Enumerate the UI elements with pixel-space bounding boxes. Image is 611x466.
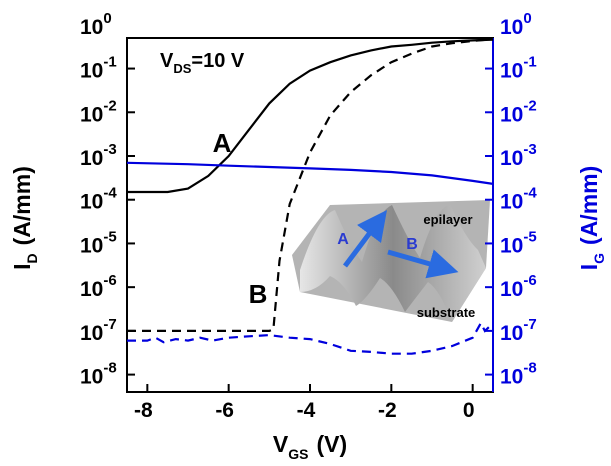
label-subscript: D [24, 253, 40, 263]
tick-exponent: -7 [103, 316, 116, 333]
curve-label: B [249, 279, 268, 309]
label-unit: (A/mm) [576, 166, 602, 245]
tick-exponent: -8 [103, 360, 116, 377]
left-y-tick-label: 10-3 [80, 141, 117, 170]
inset-label: substrate [417, 305, 476, 320]
tick-base: 10 [80, 366, 103, 389]
tick-exponent: -6 [523, 272, 536, 289]
tick-exponent: -4 [103, 185, 117, 202]
tick-base: 10 [500, 60, 523, 83]
label-symbol: I [576, 264, 602, 270]
curve-label: A [213, 128, 232, 158]
tick-exponent: -1 [523, 54, 536, 71]
tick-exponent: -4 [523, 185, 537, 202]
y2-axis-label: IG (A/mm) [576, 166, 607, 271]
inset-arrow-label: B [406, 236, 418, 253]
tick-base: 10 [500, 147, 523, 170]
series-line [127, 38, 494, 332]
left-y-tick-label: 10-8 [80, 360, 117, 389]
tick-base: 10 [80, 16, 103, 39]
x-tick-label: -6 [215, 399, 234, 422]
series-line [126, 161, 494, 185]
series-line [127, 320, 494, 355]
left-y-tick-label: 10-5 [80, 228, 117, 257]
tick-exponent: -7 [523, 316, 536, 333]
tick-base: 10 [500, 234, 523, 257]
tick-exponent: -5 [523, 228, 536, 245]
label-symbol: V [273, 431, 289, 457]
x-tick-label: -8 [134, 399, 153, 422]
x-tick-label: -4 [297, 399, 316, 422]
label-subscript: GS [288, 446, 308, 462]
tick-base: 10 [80, 147, 103, 170]
right-y-tick-label: 10-5 [500, 228, 537, 257]
tick-base: 10 [80, 278, 103, 301]
x-tick-label: -2 [378, 399, 397, 422]
tick-base: 10 [80, 191, 103, 214]
y-axis-label: ID (A/mm) [9, 166, 40, 270]
inset-image: epilayer substrate A B [292, 200, 490, 322]
tick-exponent: -2 [523, 97, 536, 114]
tick-base: 10 [500, 322, 523, 345]
right-y-tick-label: 10-1 [500, 54, 537, 83]
inset-label: epilayer [423, 212, 472, 227]
cond-symbol: V [160, 50, 174, 72]
condition-annotation: VDS=10 V [160, 50, 245, 76]
tick-base: 10 [500, 16, 523, 39]
tick-base: 10 [500, 191, 523, 214]
right-y-tick-label: 10-6 [500, 272, 537, 301]
left-y-tick-label: 10-6 [80, 272, 117, 301]
left-y-tick-label: 10-4 [80, 185, 117, 214]
tick-exponent: -3 [523, 141, 536, 158]
tick-base: 10 [80, 60, 103, 83]
tick-exponent: -8 [523, 360, 536, 377]
left-y-tick-label: 10-1 [80, 54, 117, 83]
tick-exponent: -5 [103, 228, 116, 245]
tick-exponent: -3 [103, 141, 116, 158]
right-y-tick-label: 10-7 [500, 316, 537, 345]
label-unit: (V) [316, 431, 347, 457]
x-tick-label: 0 [463, 399, 475, 422]
tick-base: 10 [500, 366, 523, 389]
right-y-tick-label: 10-4 [500, 185, 537, 214]
tick-exponent: 0 [103, 10, 111, 27]
tick-base: 10 [80, 103, 103, 126]
left-y-tick-label: 10-2 [80, 97, 117, 126]
right-y-tick-label: 10-3 [500, 141, 537, 170]
series-line [127, 38, 494, 194]
tick-base: 10 [80, 322, 103, 345]
tick-exponent: -2 [103, 97, 116, 114]
inset-arrow-label: A [337, 231, 349, 248]
tick-exponent: -6 [103, 272, 116, 289]
tick-base: 10 [80, 234, 103, 257]
cond-subscript: DS [173, 61, 191, 76]
left-y-tick-label: 100 [80, 10, 112, 39]
tick-base: 10 [500, 278, 523, 301]
cond-rest: =10 V [191, 50, 244, 72]
x-axis-label: VGS (V) [273, 431, 347, 462]
right-y-tick-label: 100 [500, 10, 532, 39]
label-subscript: G [591, 253, 607, 264]
right-y-tick-label: 10-8 [500, 360, 537, 389]
label-symbol: I [9, 263, 35, 269]
left-y-tick-label: 10-7 [80, 316, 117, 345]
right-y-tick-label: 10-2 [500, 97, 537, 126]
tick-exponent: -1 [103, 54, 116, 71]
tick-base: 10 [500, 103, 523, 126]
label-unit: (A/mm) [9, 166, 35, 245]
tick-exponent: 0 [523, 10, 531, 27]
